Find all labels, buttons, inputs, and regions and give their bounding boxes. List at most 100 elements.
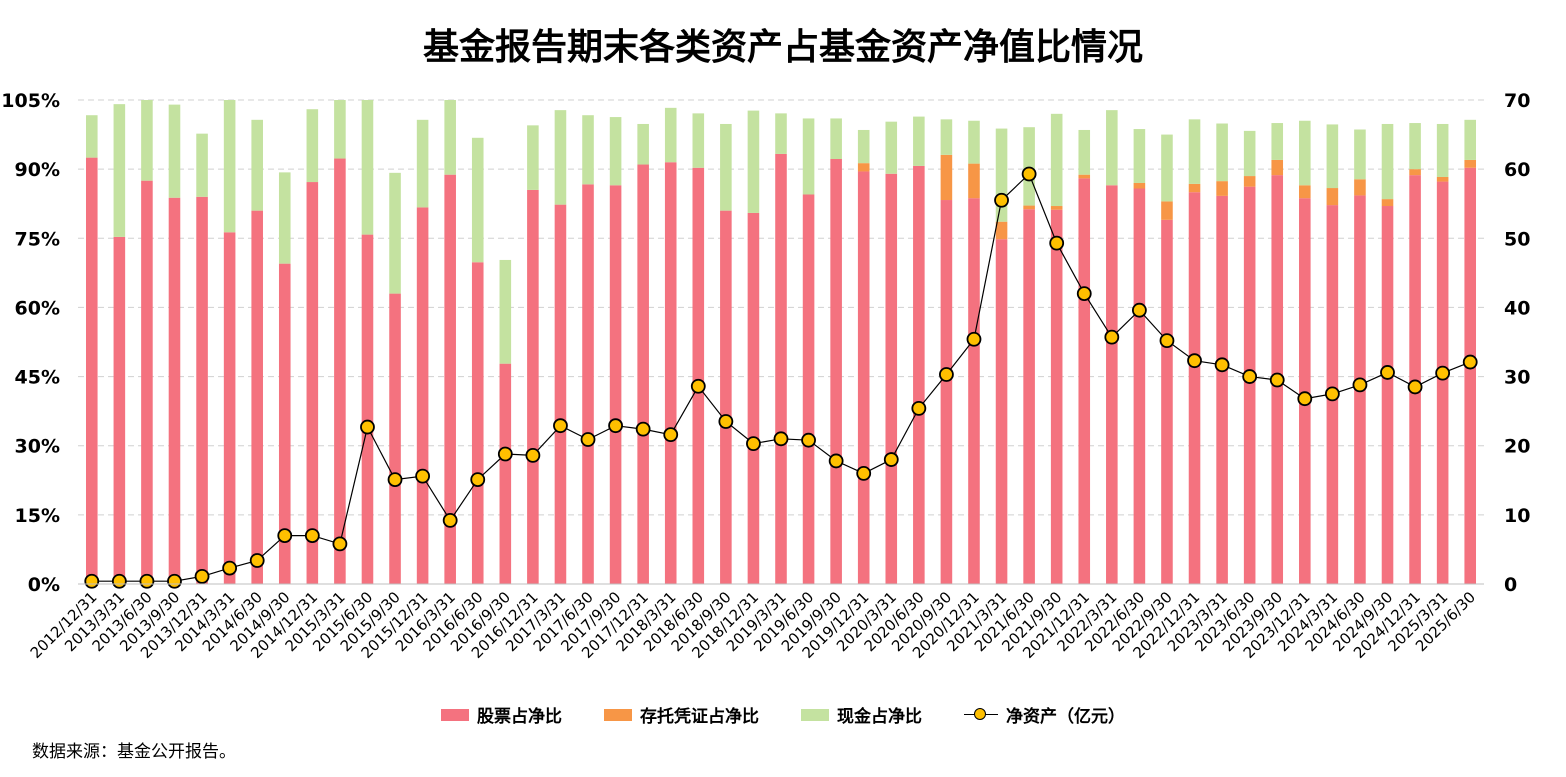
y-left-tick-label: 90% <box>15 159 60 181</box>
y-left-tick-label: 15% <box>15 505 60 527</box>
bar-stock <box>968 198 980 584</box>
bar-stock <box>416 207 429 584</box>
legend-swatch-net-asset <box>964 707 998 722</box>
bar-depositary <box>1326 188 1339 206</box>
bar-depositary <box>1133 182 1146 189</box>
bar-stock <box>1216 195 1228 584</box>
bar-cash <box>1161 134 1173 202</box>
y-left-tick-label: 0% <box>28 574 60 596</box>
bar-cash <box>141 100 153 181</box>
bar-cash <box>1023 127 1035 206</box>
bar-cash <box>334 100 346 159</box>
bar-stock <box>1050 209 1063 584</box>
bar-depositary <box>1271 159 1284 176</box>
bar-cash <box>885 121 898 174</box>
legend-swatch-depositary <box>604 708 632 721</box>
y-left-tick-label: 105% <box>1 90 60 112</box>
bar-stock <box>1188 192 1201 584</box>
bar-cash <box>857 129 870 164</box>
y-right-tick-label: 70 <box>1504 90 1530 112</box>
bar-stock <box>444 174 456 584</box>
net-asset-point <box>828 453 844 469</box>
bar-stock <box>554 204 567 585</box>
y-right-tick-label: 30 <box>1504 367 1530 389</box>
bar-stock <box>775 153 787 584</box>
net-asset-line <box>84 166 1478 589</box>
bar-depositary <box>1216 181 1228 196</box>
bar-cash <box>802 118 815 195</box>
net-asset-point <box>194 568 210 584</box>
net-asset-point <box>1380 365 1395 380</box>
bar-cash <box>1216 123 1228 182</box>
bar-stock <box>913 165 925 584</box>
bar-stock <box>1464 167 1477 584</box>
bar-stock <box>168 197 181 584</box>
bar-stock <box>637 164 649 585</box>
bar-stock <box>720 210 732 584</box>
bar-cash <box>995 128 1008 222</box>
net-asset-point <box>111 573 127 589</box>
net-asset-point <box>332 536 348 552</box>
bar-depositary <box>1381 199 1394 207</box>
net-asset-point <box>1214 357 1230 373</box>
bar-stock <box>471 262 484 584</box>
bar-stock <box>499 363 512 584</box>
bar-cash <box>527 125 539 190</box>
y-right-tick-label: 40 <box>1504 297 1530 319</box>
net-asset-point <box>1352 377 1368 393</box>
net-asset-point <box>167 573 182 589</box>
bar-stock <box>1078 178 1091 584</box>
bar-stock <box>747 212 760 584</box>
bar-stock <box>609 185 622 584</box>
net-asset-point <box>525 447 541 463</box>
bar-cash <box>664 107 677 163</box>
bar-stock <box>802 194 815 584</box>
bar-cash <box>582 115 594 185</box>
bar-cash <box>1243 130 1256 177</box>
net-asset-point <box>497 446 513 462</box>
bar-cash <box>361 100 374 235</box>
net-asset-point <box>1131 302 1147 318</box>
bar-depositary <box>1050 206 1063 210</box>
bar-depositary <box>1436 176 1449 182</box>
net-asset-point <box>801 432 816 448</box>
net-asset-point <box>387 472 403 487</box>
net-asset-point <box>994 192 1009 208</box>
bar-cash <box>1354 129 1366 180</box>
legend-item-cash: 现金占净比 <box>801 702 922 727</box>
bar-depositary <box>995 221 1008 240</box>
bar-cash <box>499 259 512 364</box>
bar-stock <box>1243 186 1256 584</box>
net-asset-point <box>746 436 761 452</box>
net-asset-point <box>635 421 651 437</box>
bar-depositary <box>1023 205 1035 210</box>
net-asset-point <box>1297 391 1313 407</box>
bar-cash <box>85 115 98 158</box>
net-asset-point <box>1407 379 1423 395</box>
bar-stock <box>278 263 291 584</box>
legend-swatch-stock <box>441 708 469 721</box>
bar-depositary <box>1188 183 1201 193</box>
y-right-tick-label: 10 <box>1504 505 1530 527</box>
y-left-tick-label: 75% <box>15 228 60 250</box>
bar-cash <box>306 109 319 183</box>
net-asset-point <box>1462 354 1478 370</box>
bar-cash <box>1326 124 1339 189</box>
y-right-tick-label: 60 <box>1504 159 1530 181</box>
net-asset-point <box>663 427 679 443</box>
bar-cash <box>1381 123 1394 200</box>
bar-stock <box>1023 209 1035 584</box>
net-asset-point <box>360 419 375 435</box>
bar-stock <box>1299 198 1311 584</box>
bar-stock <box>85 157 98 584</box>
net-asset-point <box>718 414 734 429</box>
bar-depositary <box>1409 169 1421 176</box>
net-asset-point <box>139 573 155 589</box>
bar-stock <box>995 239 1008 584</box>
bar-cash <box>913 116 925 166</box>
bar-cash <box>940 119 953 155</box>
bar-stock <box>830 159 842 585</box>
y-right-tick-label: 20 <box>1504 436 1530 458</box>
bar-depositary <box>1354 179 1366 196</box>
bar-cash <box>389 172 401 294</box>
